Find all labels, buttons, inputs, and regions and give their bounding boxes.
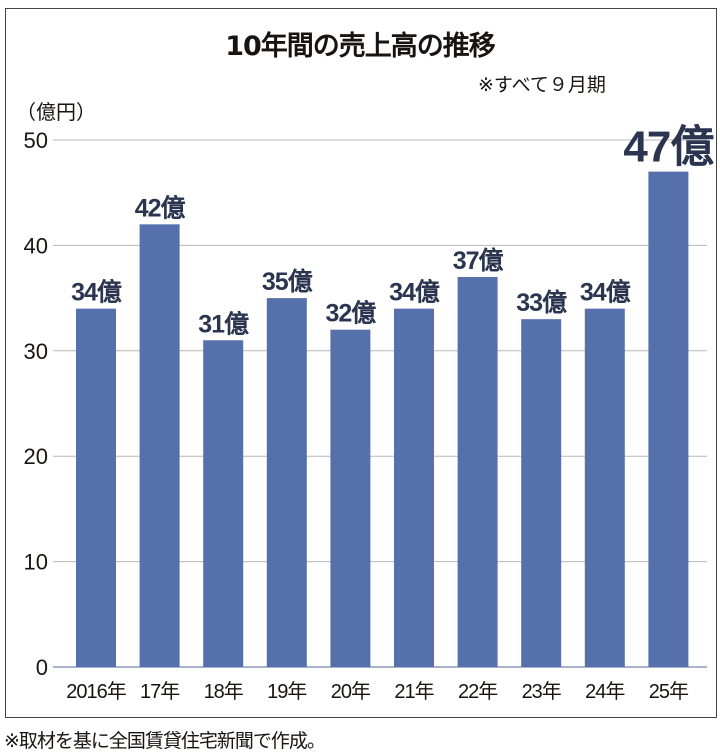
x-tick-label: 17年 [140,680,180,703]
bar [457,277,498,667]
chart-note: ※すべて９月期 [478,74,606,96]
bar [139,224,180,667]
data-label: 34億 [580,278,631,307]
bar [584,308,625,667]
y-tick-label: 30 [24,339,48,364]
data-label: 34億 [71,278,122,307]
source-note: ※取材を基に全国賃貸住宅新聞で作成。 [4,730,326,752]
y-axis-unit: （億円） [16,100,96,124]
bar [266,298,307,667]
x-tick-label: 21年 [394,680,434,703]
bar [330,329,371,667]
bar [648,171,689,667]
data-label: 35億 [262,267,313,296]
data-label: 33億 [516,288,567,317]
x-tick-label: 22年 [458,680,498,703]
data-label: 31億 [198,309,249,338]
y-tick-label: 40 [24,233,48,258]
x-tick-label: 18年 [204,680,244,703]
bar [203,340,244,667]
bar [76,308,116,667]
data-label: 37億 [453,246,504,275]
chart-title: 10年間の売上高の推移 [225,31,496,62]
x-tick-label: 2016年 [66,680,126,703]
data-label: 47億 [623,123,714,172]
bar [394,308,434,667]
x-tick-label: 24年 [585,680,625,703]
data-label: 34億 [389,278,440,307]
bar [521,319,562,667]
data-label: 42億 [135,193,186,222]
data-label: 32億 [325,299,376,328]
y-tick-label: 0 [36,655,48,680]
chart-frame [5,8,717,718]
y-tick-label: 50 [24,128,48,153]
x-tick-label: 23年 [522,680,562,703]
x-tick-label: 25年 [649,680,689,703]
y-tick-label: 20 [24,444,48,469]
x-tick-label: 20年 [331,680,371,703]
x-tick-label: 19年 [267,680,307,703]
y-tick-label: 10 [24,550,48,575]
